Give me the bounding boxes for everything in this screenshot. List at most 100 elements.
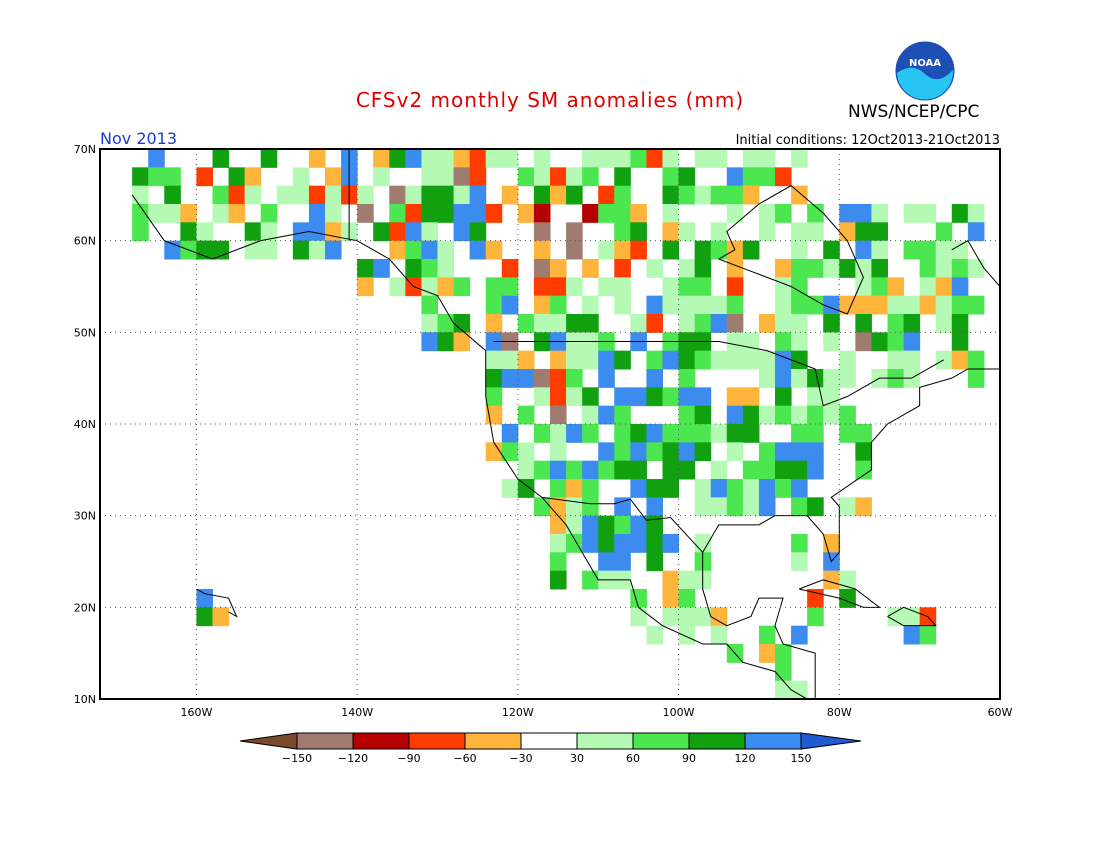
anomaly-cell (823, 405, 840, 425)
anomaly-cell (389, 240, 406, 260)
anomaly-cell (935, 259, 953, 278)
anomaly-cell (662, 570, 680, 590)
anomaly-cell (758, 350, 776, 370)
axis-tick-labels: 160W 140W 120W 100W 80W 60W 10N 20N 30N 40N 50N 60N… (74, 143, 1013, 719)
anomaly-cell (180, 222, 197, 242)
lat-tick-label: 50N (74, 326, 96, 339)
anomaly-cell (421, 259, 438, 278)
anomaly-cell (614, 460, 631, 480)
anomaly-cell (791, 332, 808, 352)
anomaly-cell (614, 515, 631, 535)
anomaly-cell (871, 277, 888, 297)
anomaly-cell (839, 222, 856, 242)
anomaly-cell (501, 442, 519, 462)
anomaly-cell (726, 277, 744, 297)
anomaly-cell (742, 149, 760, 168)
anomaly-cell (694, 350, 712, 370)
legend-value: 150 (791, 752, 812, 765)
anomaly-cell (164, 204, 181, 223)
anomaly-cell (855, 295, 872, 315)
anomaly-cell (855, 424, 872, 443)
anomaly-cell (726, 497, 744, 517)
anomaly-cell (662, 442, 680, 462)
anomaly-cell (550, 314, 567, 333)
anomaly-cell (132, 222, 149, 242)
anomaly-cell (582, 314, 599, 333)
anomaly-cell (485, 277, 503, 297)
anomaly-cell (517, 405, 535, 425)
anomaly-cell (421, 332, 438, 352)
anomaly-cell (807, 295, 824, 315)
anomaly-cell (951, 259, 969, 278)
anomaly-cell (807, 204, 824, 223)
anomaly-cell (212, 149, 230, 168)
anomaly-cell (614, 424, 631, 443)
anomaly-cell (260, 149, 278, 168)
anomaly-cell (244, 222, 262, 242)
anomaly-cell (389, 149, 406, 168)
anomaly-cell (437, 167, 455, 187)
anomaly-cell (501, 277, 519, 297)
anomaly-cell (582, 515, 599, 535)
anomaly-cell (726, 185, 744, 205)
anomaly-cell (630, 607, 647, 627)
anomaly-cell (662, 222, 680, 242)
anomaly-cell (421, 222, 438, 242)
anomaly-cell (710, 625, 728, 645)
anomaly-cell (710, 314, 728, 333)
anomaly-cell (453, 222, 471, 242)
anomaly-cell (630, 222, 647, 242)
anomaly-cell (807, 460, 824, 480)
anomaly-cell (437, 259, 455, 278)
coastline (196, 588, 238, 618)
anomaly-cell (807, 424, 824, 443)
anomaly-cell (550, 350, 567, 370)
anomaly-cell (951, 332, 969, 352)
anomaly-cell (469, 204, 487, 223)
anomaly-cell (791, 259, 808, 278)
anomaly-cell (550, 167, 567, 187)
noaa-logo: NOAA (894, 40, 956, 102)
anomaly-cell (726, 314, 744, 333)
anomaly-cell (598, 534, 615, 553)
anomaly-cell (871, 332, 888, 352)
anomaly-cell (501, 259, 519, 278)
month-label: Nov 2013 (100, 129, 178, 148)
anomaly-cell (421, 295, 438, 315)
anomaly-cell (582, 424, 599, 443)
anomaly-cell (421, 185, 438, 205)
anomaly-cell (566, 277, 583, 297)
anomaly-cell (292, 222, 310, 242)
anomaly-cell (710, 497, 728, 517)
anomaly-cell (903, 204, 921, 223)
anomaly-cell (582, 570, 599, 590)
anomaly-cell (582, 405, 599, 425)
anomaly-cell (791, 424, 808, 443)
anomaly-cell (855, 204, 872, 223)
anomaly-cell (630, 534, 647, 553)
anomaly-cell (598, 204, 615, 223)
anomaly-cell (919, 295, 937, 315)
anomaly-cell (646, 295, 663, 315)
border (541, 496, 704, 553)
anomaly-cell (951, 314, 969, 333)
anomaly-cell (758, 644, 776, 663)
anomaly-cell (566, 222, 583, 242)
anomaly-cell (823, 332, 840, 352)
anomaly-cell (598, 185, 615, 205)
anomaly-cell (598, 149, 615, 168)
anomaly-cell (678, 607, 696, 627)
coastline (718, 185, 864, 315)
anomaly-cell (550, 515, 567, 535)
anomaly-cell (357, 277, 374, 297)
anomaly-cell (710, 240, 728, 260)
anomaly-cell (533, 167, 551, 187)
anomaly-cell (598, 552, 615, 572)
lat-tick-label: 60N (74, 235, 96, 248)
anomaly-cell (758, 405, 776, 425)
anomaly-cell (742, 185, 760, 205)
anomaly-cell (678, 460, 696, 480)
anomaly-cell (517, 479, 535, 498)
anomaly-cell (325, 167, 342, 187)
anomaly-cell (405, 149, 422, 168)
